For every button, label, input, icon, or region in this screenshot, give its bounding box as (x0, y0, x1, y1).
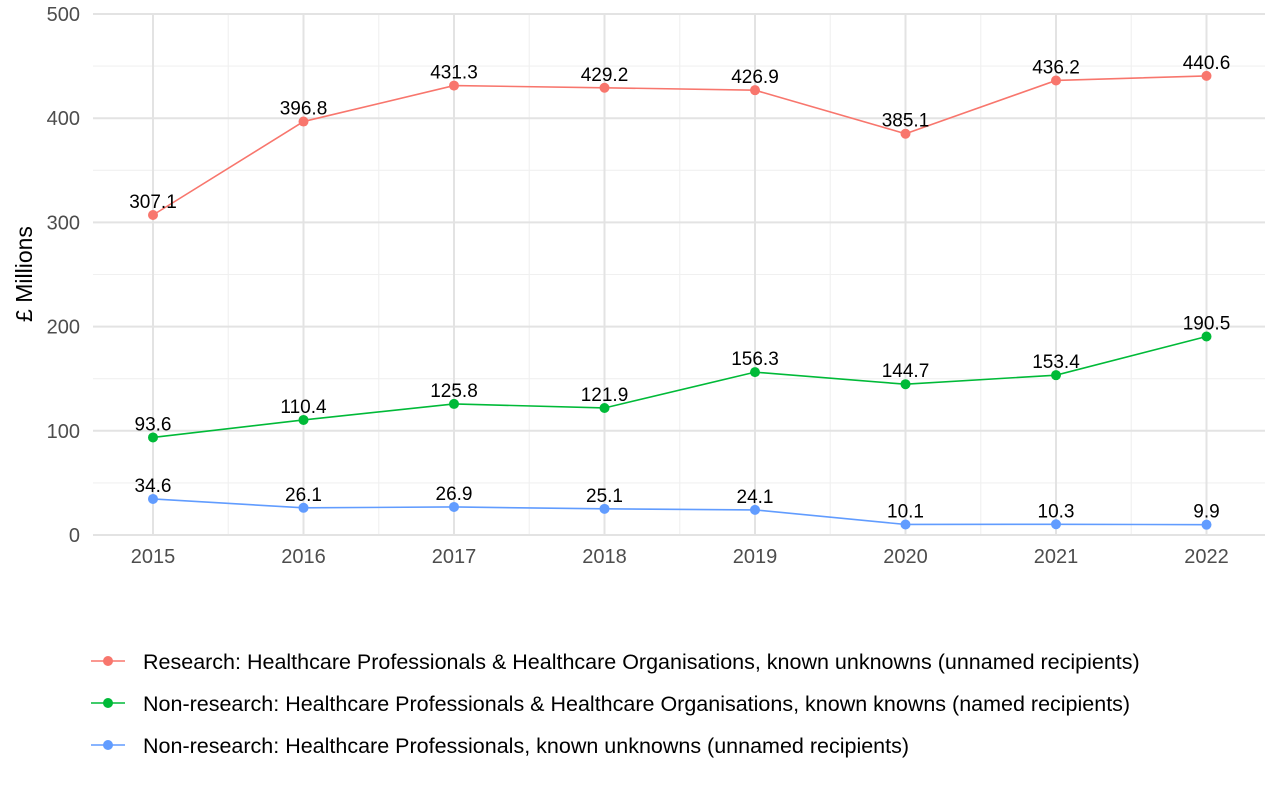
data-label: 144.7 (882, 361, 930, 382)
data-point (1051, 75, 1061, 86)
legend-entry-label: Non-research: Healthcare Professionals &… (143, 692, 1130, 716)
data-point (900, 519, 911, 530)
data-label: 431.3 (430, 63, 478, 84)
legend-key-point (103, 740, 113, 750)
data-point (900, 128, 911, 139)
series-line (152, 335, 1207, 439)
data-label: 307.1 (129, 192, 177, 213)
y-axis-title: £ Millions (11, 226, 37, 322)
data-label: 34.6 (135, 476, 172, 497)
legend-key-point (103, 656, 113, 666)
data-label: 25.1 (586, 486, 623, 507)
x-tick-label: 2017 (432, 546, 477, 568)
data-label: 9.9 (1193, 502, 1219, 523)
y-tick-label: 400 (47, 108, 80, 130)
data-point (148, 493, 158, 504)
data-labels: 307.1 396.8 431.3 429.2 426.9 385.1 436.2 440.6… (129, 53, 1230, 523)
data-label: 153.4 (1032, 352, 1080, 373)
y-tick-label: 0 (69, 525, 80, 547)
y-tick-label: 100 (47, 421, 80, 443)
data-point (298, 116, 309, 127)
data-label: 125.8 (430, 381, 478, 402)
y-tick-label: 500 (47, 4, 80, 26)
data-point (1051, 519, 1061, 530)
x-tick-label: 2020 (883, 546, 928, 568)
legend-entry-label: Research: Healthcare Professionals & Hea… (143, 650, 1140, 674)
series-line (152, 498, 1207, 526)
data-point (1201, 519, 1212, 530)
data-label: 26.9 (436, 484, 473, 505)
major-gridlines (93, 13, 1265, 536)
data-point (599, 82, 610, 93)
series-points (148, 70, 1212, 530)
data-point (148, 432, 158, 443)
data-point (449, 80, 459, 91)
data-point (900, 379, 911, 390)
data-point (599, 503, 610, 514)
legend-key-point (103, 698, 113, 708)
data-label: 440.6 (1183, 53, 1231, 74)
data-label: 10.1 (887, 501, 924, 522)
minor-gridlines (93, 14, 1265, 535)
data-label: 156.3 (731, 349, 779, 370)
data-label: 26.1 (285, 485, 322, 506)
data-point (750, 367, 760, 378)
x-tick-label: 2021 (1034, 546, 1079, 568)
data-point (750, 504, 760, 515)
data-label: 436.2 (1032, 57, 1080, 78)
data-label: 396.8 (280, 99, 328, 120)
data-point (1201, 331, 1212, 342)
x-tick-label: 2019 (733, 546, 778, 568)
x-tick-label: 2016 (281, 546, 326, 568)
data-point (449, 398, 459, 409)
data-label: 426.9 (731, 67, 779, 88)
x-tick-label: 2018 (582, 546, 627, 568)
y-tick-label: 200 (47, 317, 80, 339)
y-axis-tick-labels: 0 100 200 300 400 500 (47, 4, 80, 547)
legend-entry-label: Non-research: Healthcare Professionals, … (143, 734, 909, 758)
data-point (1201, 70, 1212, 81)
legend: Research: Healthcare Professionals & Hea… (91, 650, 1140, 758)
series-line (152, 75, 1207, 216)
data-point (750, 85, 760, 96)
data-label: 385.1 (882, 111, 930, 132)
data-point (298, 414, 309, 425)
data-label: 121.9 (581, 385, 629, 406)
x-tick-label: 2022 (1184, 546, 1229, 568)
data-label: 429.2 (581, 65, 629, 86)
data-label: 93.6 (135, 414, 172, 435)
x-tick-label: 2015 (131, 546, 176, 568)
data-label: 24.1 (737, 487, 774, 508)
data-point (449, 501, 459, 512)
x-axis-tick-labels: 2015 2016 2017 2018 2019 2020 2021 2022 (131, 546, 1229, 568)
data-label: 10.3 (1038, 501, 1075, 522)
data-point (298, 502, 309, 513)
data-label: 110.4 (280, 397, 327, 418)
series-lines (152, 75, 1207, 526)
data-label: 190.5 (1183, 313, 1231, 334)
y-tick-label: 300 (47, 212, 80, 234)
data-point (148, 210, 158, 221)
data-point (1051, 370, 1061, 381)
data-point (599, 402, 610, 413)
